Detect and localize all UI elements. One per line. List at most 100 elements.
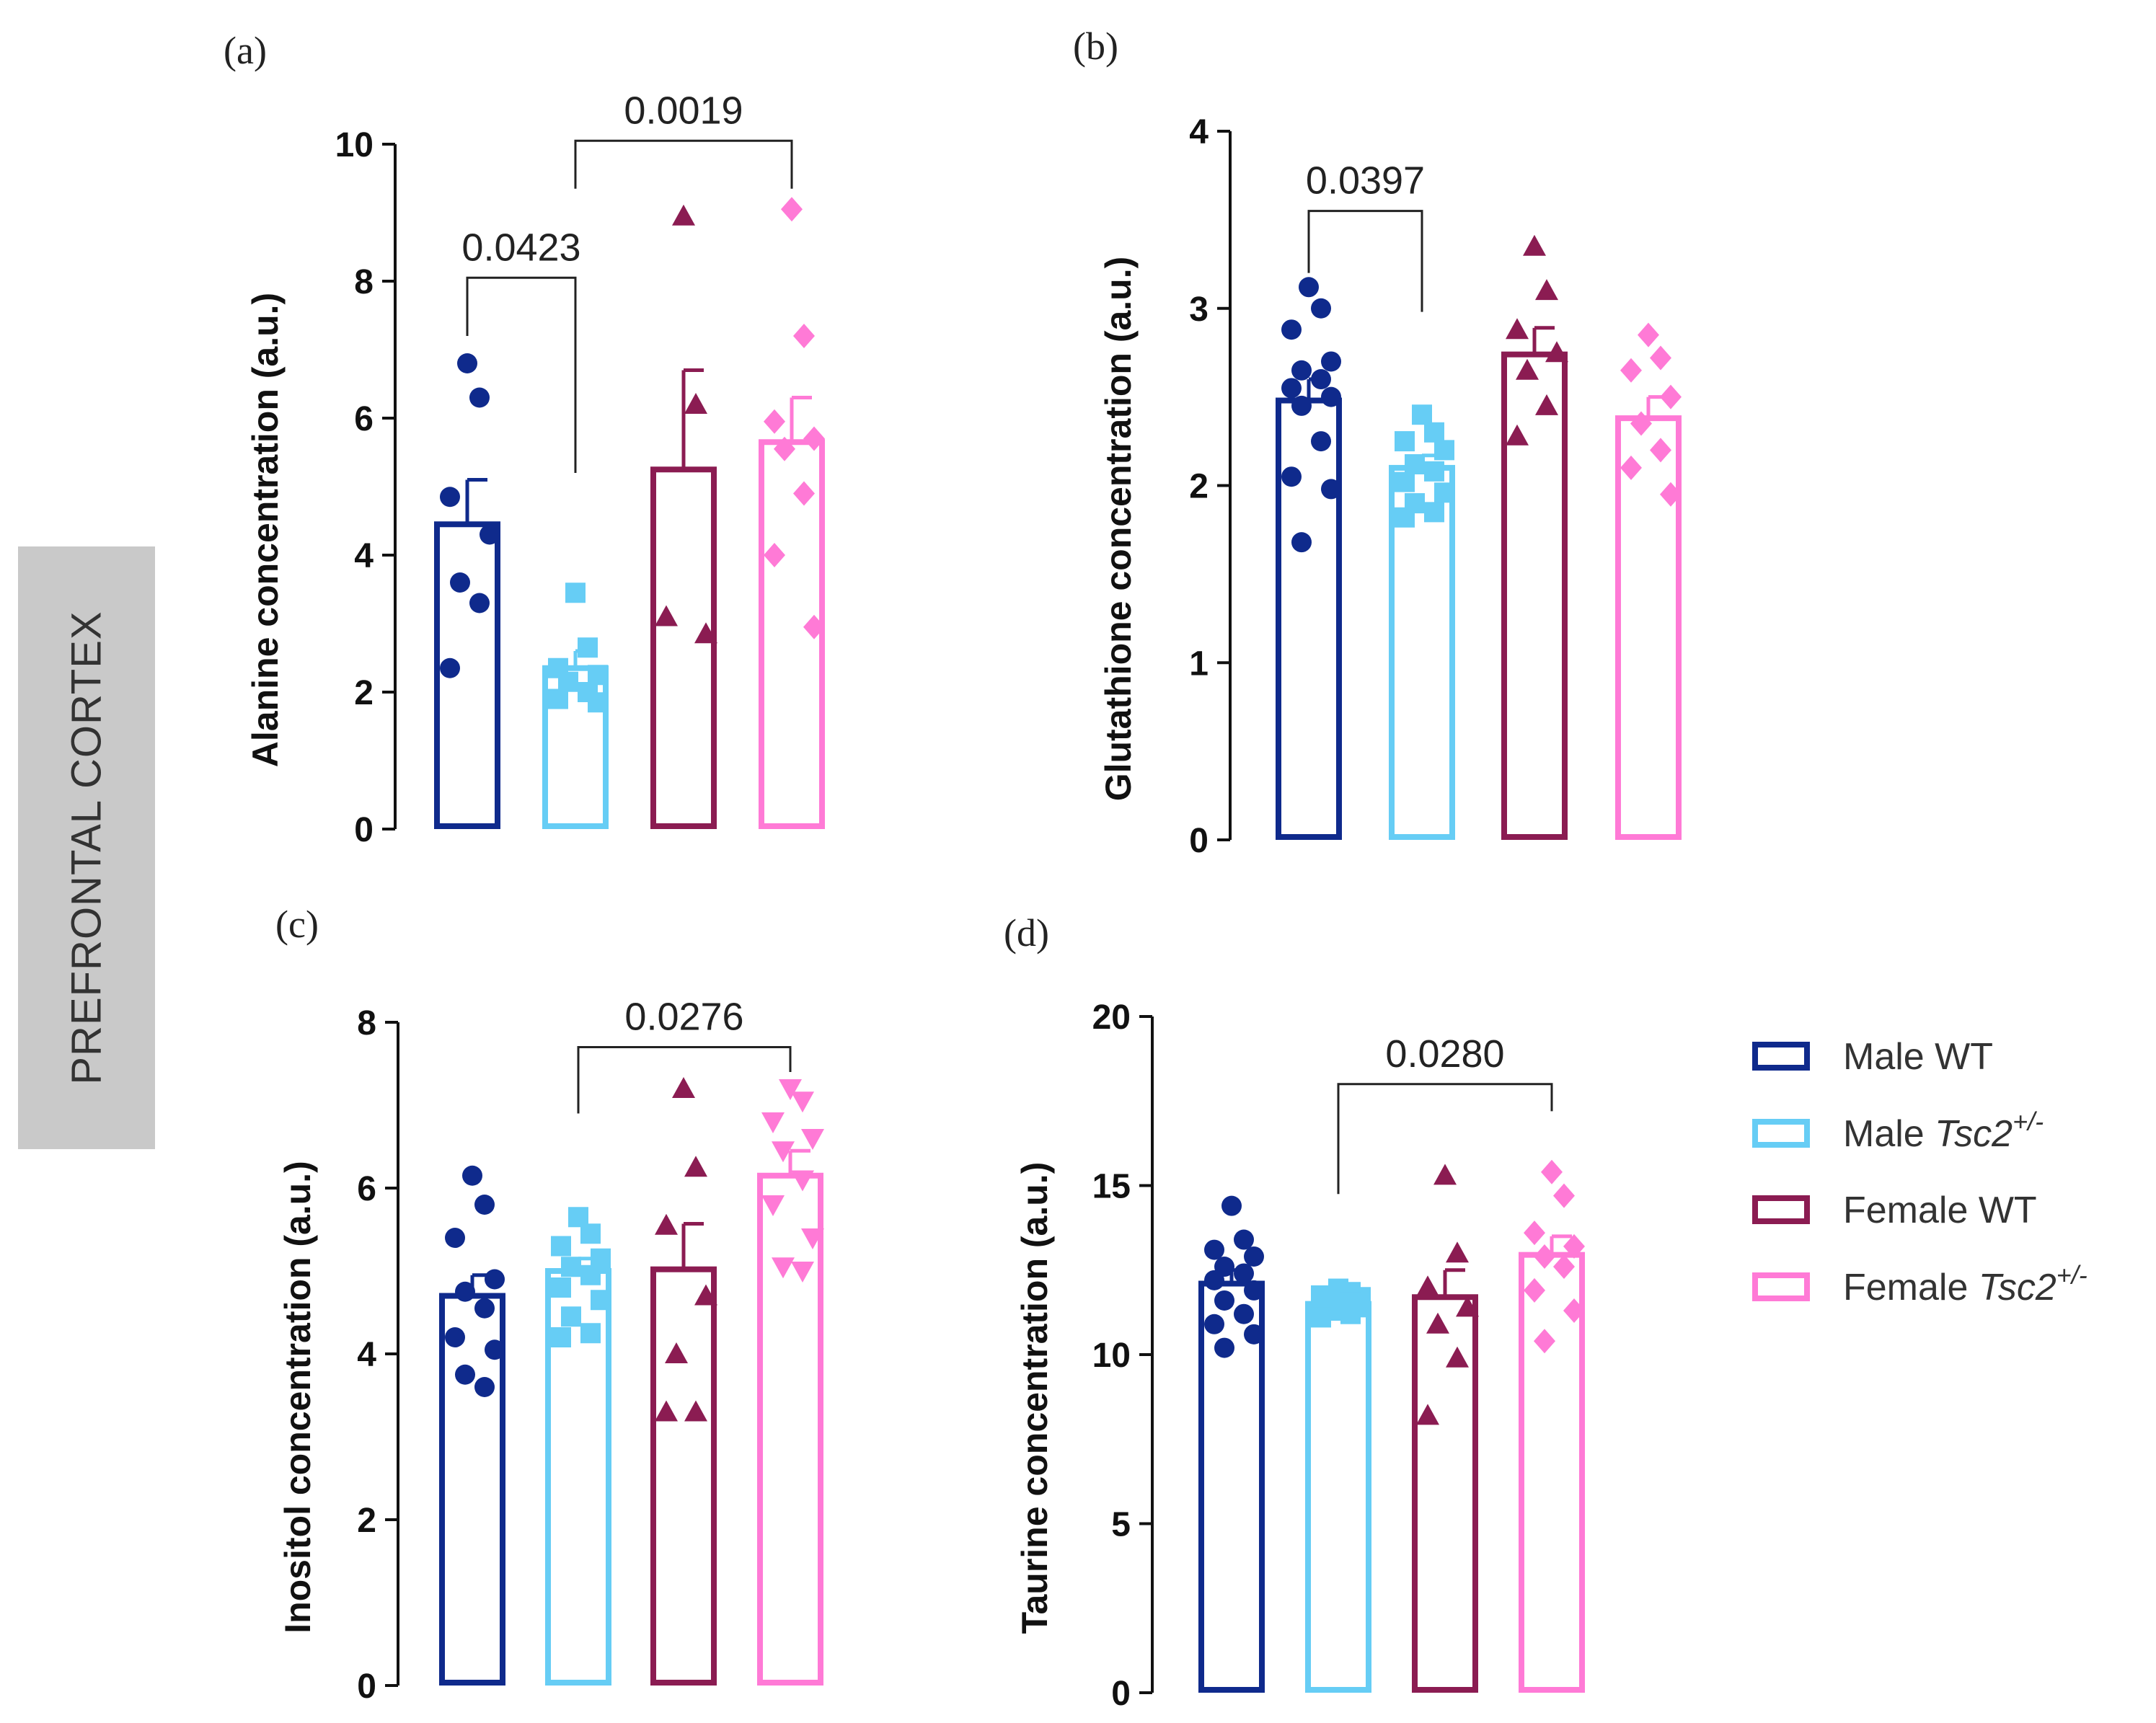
data-point-male-tsc2 — [1424, 422, 1444, 443]
significance-bracket — [1307, 210, 1423, 312]
data-point-female-tsc2 — [1541, 1159, 1563, 1184]
data-point-male-wt — [1281, 378, 1302, 399]
panel-label: (d) — [1004, 911, 1049, 954]
data-point-female-wt — [684, 1400, 707, 1422]
data-point-female-wt — [1523, 234, 1546, 256]
data-point-male-wt — [1321, 386, 1341, 407]
bar-female-tsc2 — [1519, 1252, 1585, 1693]
p-value-label: 0.0019 — [624, 89, 743, 132]
bar-female-wt — [1412, 1294, 1478, 1693]
legend-item-male-tsc2: Male Tsc2+/- — [1752, 1107, 2044, 1155]
p-value-label: 0.0397 — [1306, 159, 1425, 203]
y-axis-title: Inositol concentration (a.u.) — [278, 1161, 318, 1634]
y-tick-label: 4 — [354, 537, 374, 575]
data-point-female-wt — [1545, 341, 1568, 363]
data-point-male-wt — [1311, 369, 1331, 390]
bar-male-tsc2 — [1389, 464, 1455, 840]
data-point-female-wt — [1416, 1275, 1439, 1297]
chart-panel-d: (d) 0 5 10 15 20 Taurine concentration (a.u.) 0… — [1004, 911, 1585, 1713]
data-point-male-wt — [440, 487, 460, 508]
data-point-male-wt — [1321, 479, 1341, 500]
data-point-male-wt — [469, 387, 490, 408]
data-point-male-wt — [469, 593, 490, 614]
y-tick-label: 20 — [1092, 998, 1131, 1037]
bar-male-wt — [439, 1293, 505, 1686]
data-point-male-wt — [1299, 277, 1319, 298]
data-point-female-tsc2 — [791, 1091, 814, 1113]
data-point-female-tsc2 — [761, 1112, 785, 1133]
y-tick-label: 10 — [1092, 1337, 1131, 1375]
data-point-female-tsc2 — [1534, 1329, 1555, 1354]
data-point-male-wt — [1311, 431, 1331, 452]
significance-bracket — [574, 139, 793, 189]
data-point-female-wt — [1506, 318, 1529, 340]
data-point-female-wt — [1506, 424, 1529, 446]
data-point-female-wt — [655, 1400, 678, 1422]
y-axis-title: Alanine concentration (a.u.) — [245, 293, 286, 767]
y-tick-label: 0 — [1111, 1675, 1131, 1713]
data-point-female-tsc2 — [1660, 384, 1682, 409]
panel-label: (b) — [1073, 25, 1118, 68]
data-point-male-wt — [1291, 360, 1312, 381]
data-point-female-wt — [1416, 1404, 1439, 1425]
data-point-male-wt — [1281, 466, 1302, 487]
data-point-female-tsc2 — [1553, 1183, 1575, 1208]
data-point-male-wt — [457, 353, 477, 373]
data-point-male-tsc2 — [1311, 1307, 1331, 1328]
data-point-male-tsc2 — [1412, 404, 1432, 425]
legend-label: Female WT — [1843, 1190, 2037, 1231]
data-point-male-wt — [445, 1228, 465, 1248]
bar-female-wt — [650, 1266, 717, 1686]
data-point-female-wt — [694, 1284, 717, 1306]
y-tick-label: 6 — [357, 1170, 376, 1208]
data-point-male-wt — [1221, 1195, 1242, 1216]
data-point-female-tsc2 — [1524, 1221, 1545, 1246]
data-point-female-tsc2 — [779, 1079, 802, 1100]
bar-female-wt — [650, 466, 717, 829]
data-point-male-wt — [1244, 1246, 1264, 1267]
data-point-male-tsc2 — [591, 1290, 611, 1311]
y-tick-label: 0 — [354, 811, 374, 849]
data-point-male-tsc2 — [1434, 440, 1454, 461]
data-point-female-wt — [1446, 1241, 1469, 1263]
data-point-female-wt — [1535, 394, 1558, 415]
data-point-female-tsc2 — [1620, 358, 1642, 383]
data-point-female-tsc2 — [1563, 1233, 1585, 1259]
y-tick-label: 4 — [357, 1336, 376, 1374]
y-tick-label: 1 — [1189, 645, 1209, 683]
side-label-box — [18, 546, 155, 1149]
data-point-female-wt — [1516, 358, 1539, 380]
data-point-male-wt — [480, 524, 500, 545]
chart-panel-a: (a) 0 2 4 6 8 10 Alanine concentration (a.u.) 0.… — [224, 29, 825, 849]
data-point-female-wt — [1426, 1312, 1449, 1334]
data-point-male-tsc2 — [1424, 502, 1444, 523]
data-point-male-wt — [474, 1377, 495, 1397]
data-point-female-tsc2 — [1638, 322, 1659, 347]
data-point-male-tsc2 — [1395, 431, 1415, 452]
bar-female-tsc2 — [757, 1172, 823, 1686]
chart-panel-c: (c) 0 2 4 6 8 Inositol concentration (a.u.) 0.0… — [275, 903, 824, 1706]
bar-male-tsc2 — [1305, 1301, 1371, 1693]
data-point-male-wt — [1214, 1290, 1234, 1311]
data-point-male-wt — [1244, 1324, 1264, 1345]
y-tick-label: 10 — [335, 126, 374, 164]
data-point-male-wt — [1281, 319, 1302, 340]
data-point-female-tsc2 — [1563, 1298, 1585, 1324]
legend-label: Female Tsc2+/- — [1843, 1260, 2087, 1308]
data-point-male-wt — [455, 1281, 475, 1302]
data-point-male-wt — [485, 1339, 505, 1360]
data-point-female-wt — [655, 1213, 678, 1235]
data-point-male-wt — [1234, 1229, 1254, 1250]
data-point-female-tsc2 — [1524, 1277, 1545, 1303]
p-value-label: 0.0276 — [624, 996, 743, 1039]
data-point-female-tsc2 — [803, 426, 825, 451]
y-tick-label: 15 — [1092, 1168, 1131, 1206]
legend-swatch — [1752, 1272, 1810, 1301]
data-point-male-tsc2 — [561, 1306, 581, 1327]
data-point-male-wt — [1204, 1270, 1224, 1290]
bar-female-wt — [1501, 351, 1568, 840]
data-point-male-wt — [1204, 1239, 1224, 1260]
significance-bracket — [577, 1046, 792, 1114]
legend-item-female-tsc2: Female Tsc2+/- — [1752, 1260, 2087, 1308]
